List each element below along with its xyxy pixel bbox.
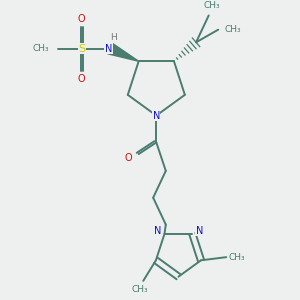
Text: O: O	[124, 153, 132, 163]
Text: N: N	[153, 111, 160, 121]
Text: N: N	[196, 226, 203, 236]
Text: CH₃: CH₃	[224, 25, 241, 34]
Text: CH₃: CH₃	[204, 2, 220, 10]
Text: N: N	[105, 44, 112, 54]
Text: H: H	[110, 33, 117, 42]
Text: O: O	[78, 14, 85, 24]
Text: CH₃: CH₃	[229, 253, 246, 262]
Polygon shape	[108, 44, 139, 61]
Text: N: N	[154, 226, 161, 236]
Text: CH₃: CH₃	[33, 44, 49, 53]
Text: O: O	[78, 74, 85, 84]
Text: S: S	[78, 44, 85, 54]
Text: CH₃: CH₃	[132, 285, 148, 294]
